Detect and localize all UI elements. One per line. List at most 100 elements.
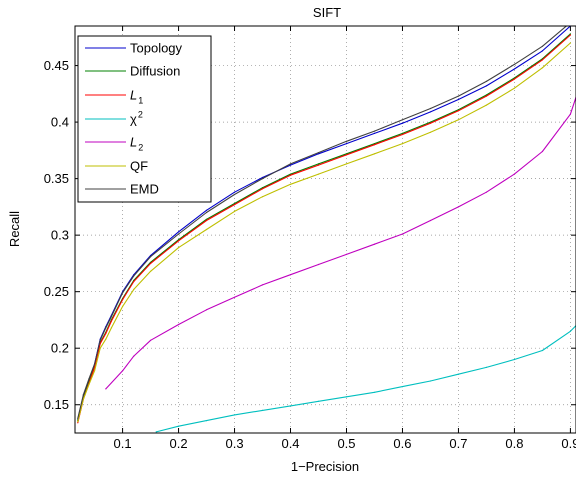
series-point xyxy=(513,358,516,361)
series-point xyxy=(317,164,320,166)
series-point xyxy=(261,409,264,411)
series-point xyxy=(345,153,348,155)
series-point xyxy=(105,388,107,390)
series-point xyxy=(150,339,152,341)
series-point xyxy=(205,309,208,311)
series-point xyxy=(155,431,157,433)
series-point xyxy=(345,396,348,398)
series-qf xyxy=(77,42,572,423)
x-tick-label: 0.7 xyxy=(449,436,467,451)
series-point xyxy=(513,173,516,175)
series-point xyxy=(205,211,208,214)
series-lines xyxy=(77,26,576,433)
series-point xyxy=(457,109,459,111)
series-point xyxy=(373,144,376,146)
legend-label: Topology xyxy=(130,41,183,56)
series-point xyxy=(82,394,84,396)
series-point xyxy=(205,228,208,231)
x-tick-label: 0.4 xyxy=(281,436,299,451)
series-point xyxy=(345,163,348,165)
series-point xyxy=(289,405,292,407)
series-point xyxy=(178,240,180,242)
series-point xyxy=(569,42,572,44)
series-point xyxy=(513,87,516,89)
series-point xyxy=(569,113,572,115)
series-point xyxy=(261,188,264,190)
series-point xyxy=(373,132,376,134)
series-point xyxy=(429,380,432,382)
series-point xyxy=(205,420,208,422)
series-point xyxy=(345,154,348,156)
series-point xyxy=(429,219,432,222)
series-point xyxy=(94,370,96,372)
series-point xyxy=(373,391,376,393)
y-tick-label: 0.35 xyxy=(44,171,69,186)
series-point xyxy=(541,150,544,153)
series-point xyxy=(122,292,124,294)
y-tick-label: 0.25 xyxy=(44,284,69,299)
series-point xyxy=(485,191,487,193)
x-tick-label: 0.2 xyxy=(170,436,188,451)
series-l xyxy=(105,96,576,390)
series-point xyxy=(541,45,544,47)
series-point xyxy=(429,107,432,110)
series-point xyxy=(345,140,348,142)
legend-item: L1 xyxy=(85,88,143,106)
series-point xyxy=(373,153,376,155)
series-point xyxy=(569,33,572,35)
series-point xyxy=(317,173,320,175)
series-point xyxy=(94,363,96,365)
series-point xyxy=(373,143,376,145)
y-tick-label: 0.3 xyxy=(51,228,69,243)
series-point xyxy=(233,296,236,298)
series-point xyxy=(457,110,459,112)
axis-ticks xyxy=(75,26,576,433)
series-point xyxy=(88,383,90,385)
y-tick-label: 0.4 xyxy=(51,115,69,130)
legend-item: EMD xyxy=(85,182,159,197)
series-point xyxy=(345,143,348,145)
legend-label: χ2 xyxy=(130,110,143,127)
chart-title: SIFT xyxy=(313,5,341,20)
series-point xyxy=(261,196,264,198)
series-point xyxy=(289,174,292,176)
series-point xyxy=(133,288,135,290)
y-tick-label: 0.15 xyxy=(44,397,69,412)
series-point xyxy=(457,206,459,208)
series-point xyxy=(133,280,135,283)
legend-item: Diffusion xyxy=(85,64,180,79)
series-point xyxy=(105,338,107,340)
series-point xyxy=(401,386,404,388)
series-point xyxy=(233,191,236,193)
series-point xyxy=(541,59,544,61)
series-point xyxy=(150,262,152,264)
series-point xyxy=(289,274,292,276)
series-point xyxy=(261,176,264,179)
series-point xyxy=(82,398,84,400)
series-point xyxy=(401,233,404,235)
series-point xyxy=(457,98,459,101)
series-point xyxy=(205,218,208,220)
series-emd xyxy=(77,26,568,419)
series-point xyxy=(541,50,544,52)
series-point xyxy=(261,178,264,180)
series-point xyxy=(317,263,320,266)
series-point xyxy=(150,256,152,258)
series-point xyxy=(429,121,432,123)
series-point xyxy=(77,422,79,424)
series-point xyxy=(178,323,180,326)
series-point xyxy=(205,219,208,222)
series-point xyxy=(133,275,135,277)
x-tick-label: 0.3 xyxy=(225,436,243,451)
series-point xyxy=(429,122,432,124)
series-point xyxy=(105,327,107,329)
series-point xyxy=(513,68,516,70)
series-point xyxy=(457,373,459,375)
series-point xyxy=(485,85,487,87)
series-point xyxy=(457,95,459,97)
series-point xyxy=(105,332,107,335)
legend-item: QF xyxy=(85,159,148,174)
x-tick-label: 0.6 xyxy=(393,436,411,451)
series-point xyxy=(261,284,264,286)
series-point xyxy=(401,133,404,136)
